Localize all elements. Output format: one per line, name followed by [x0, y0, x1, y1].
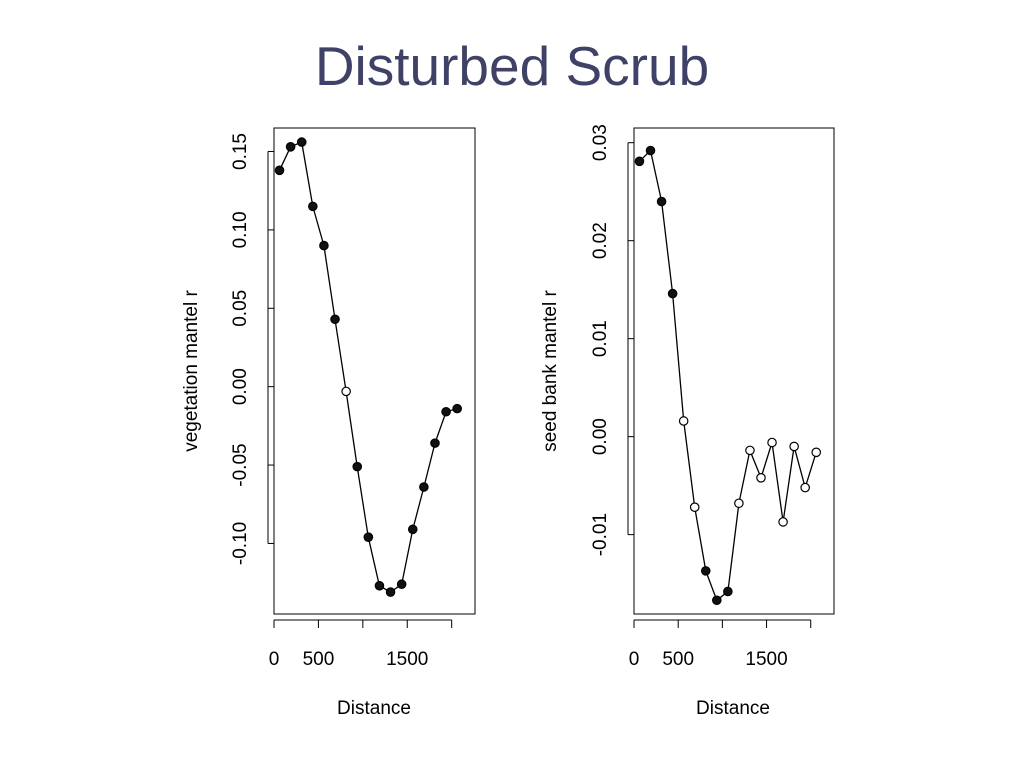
seed-bank-point-significant — [700, 566, 711, 576]
seed-bank-point-nonsignificant — [734, 498, 744, 509]
seed-bank-x-tick-label: 1500 — [745, 649, 787, 670]
vegetation-point-significant — [452, 403, 462, 414]
vegetation-y-tick-label: 0.10 — [230, 211, 251, 248]
seed-bank-x-tick-label: 0 — [629, 649, 640, 670]
vegetation-point-significant — [430, 438, 440, 448]
seed-bank-y-tick-label: 0.00 — [590, 418, 611, 455]
vegetation-point-significant — [352, 461, 363, 472]
vegetation-point-significant — [407, 524, 418, 535]
seed-bank-point-significant — [634, 156, 645, 167]
vegetation-point-significant — [285, 142, 296, 152]
vegetation-y-tick-label: -0.05 — [230, 443, 251, 486]
seed-bank-series-line — [639, 149, 817, 602]
seed-bank-point-nonsignificant — [689, 502, 700, 512]
vegetation-plot-frame — [273, 127, 476, 615]
vegetation-point-significant — [363, 532, 374, 542]
seed-bank-point-significant — [656, 196, 667, 207]
vegetation-y-tick-label: 0.05 — [230, 290, 251, 327]
vegetation-y-tick-label: 0.00 — [230, 368, 251, 405]
seed-bank-point-nonsignificant — [800, 482, 810, 493]
seed-bank-point-nonsignificant — [789, 441, 799, 452]
vegetation-point-significant — [419, 482, 429, 492]
vegetation-point-significant — [330, 314, 340, 325]
seed-bank-point-nonsignificant — [778, 517, 788, 527]
page-title: Disturbed Scrub — [314, 35, 710, 97]
vegetation-series-line — [278, 141, 458, 593]
vegetation-point-significant — [296, 137, 307, 147]
seed-bank-y-axis-label: seed bank mantel r — [540, 290, 561, 452]
vegetation-x-tick-label: 1500 — [386, 649, 428, 670]
seed-bank-point-nonsignificant — [745, 445, 755, 456]
seed-bank-y-tick-label: 0.01 — [590, 320, 611, 357]
vegetation-x-axis-label: Distance — [337, 698, 411, 719]
seed-bank-x-axis-label: Distance — [696, 698, 770, 719]
seed-bank-point-nonsignificant — [678, 416, 689, 426]
vegetation-point-significant — [374, 580, 385, 591]
vegetation-point-significant — [308, 201, 318, 212]
seed-bank-point-nonsignificant — [756, 473, 766, 483]
vegetation-point-nonsignificant — [341, 386, 351, 397]
vegetation-y-axis-label: vegetation mantel r — [181, 290, 202, 452]
seed-bank-plot-frame — [633, 127, 835, 615]
seed-bank-point-significant — [723, 586, 733, 597]
seed-bank-point-significant — [712, 595, 722, 606]
vegetation-x-tick-label: 0 — [269, 649, 280, 670]
vegetation-point-significant — [319, 240, 329, 251]
seed-bank-panel: Distance seed bank mantel r 0 500 1500 -0.0… — [540, 124, 835, 719]
vegetation-panel: Distance vegetation mantel r 0 500 1500 -0.… — [181, 127, 476, 719]
vegetation-point-significant — [441, 406, 451, 417]
vegetation-y-tick-label: 0.15 — [230, 133, 251, 170]
seed-bank-y-tick-label: -0.01 — [590, 513, 611, 556]
seed-bank-point-significant — [667, 288, 678, 299]
vegetation-y-tick-label: -0.10 — [230, 522, 251, 565]
seed-bank-y-tick-label: 0.02 — [590, 222, 611, 259]
seed-bank-x-tick-label: 500 — [662, 649, 694, 670]
seed-bank-point-nonsignificant — [811, 447, 822, 458]
vegetation-point-significant — [274, 165, 285, 176]
seed-bank-point-significant — [645, 145, 656, 156]
vegetation-point-significant — [396, 579, 407, 590]
vegetation-x-tick-label: 500 — [303, 649, 335, 670]
seed-bank-point-nonsignificant — [767, 437, 777, 448]
vegetation-point-significant — [385, 587, 396, 597]
seed-bank-y-tick-label: 0.03 — [590, 124, 611, 161]
